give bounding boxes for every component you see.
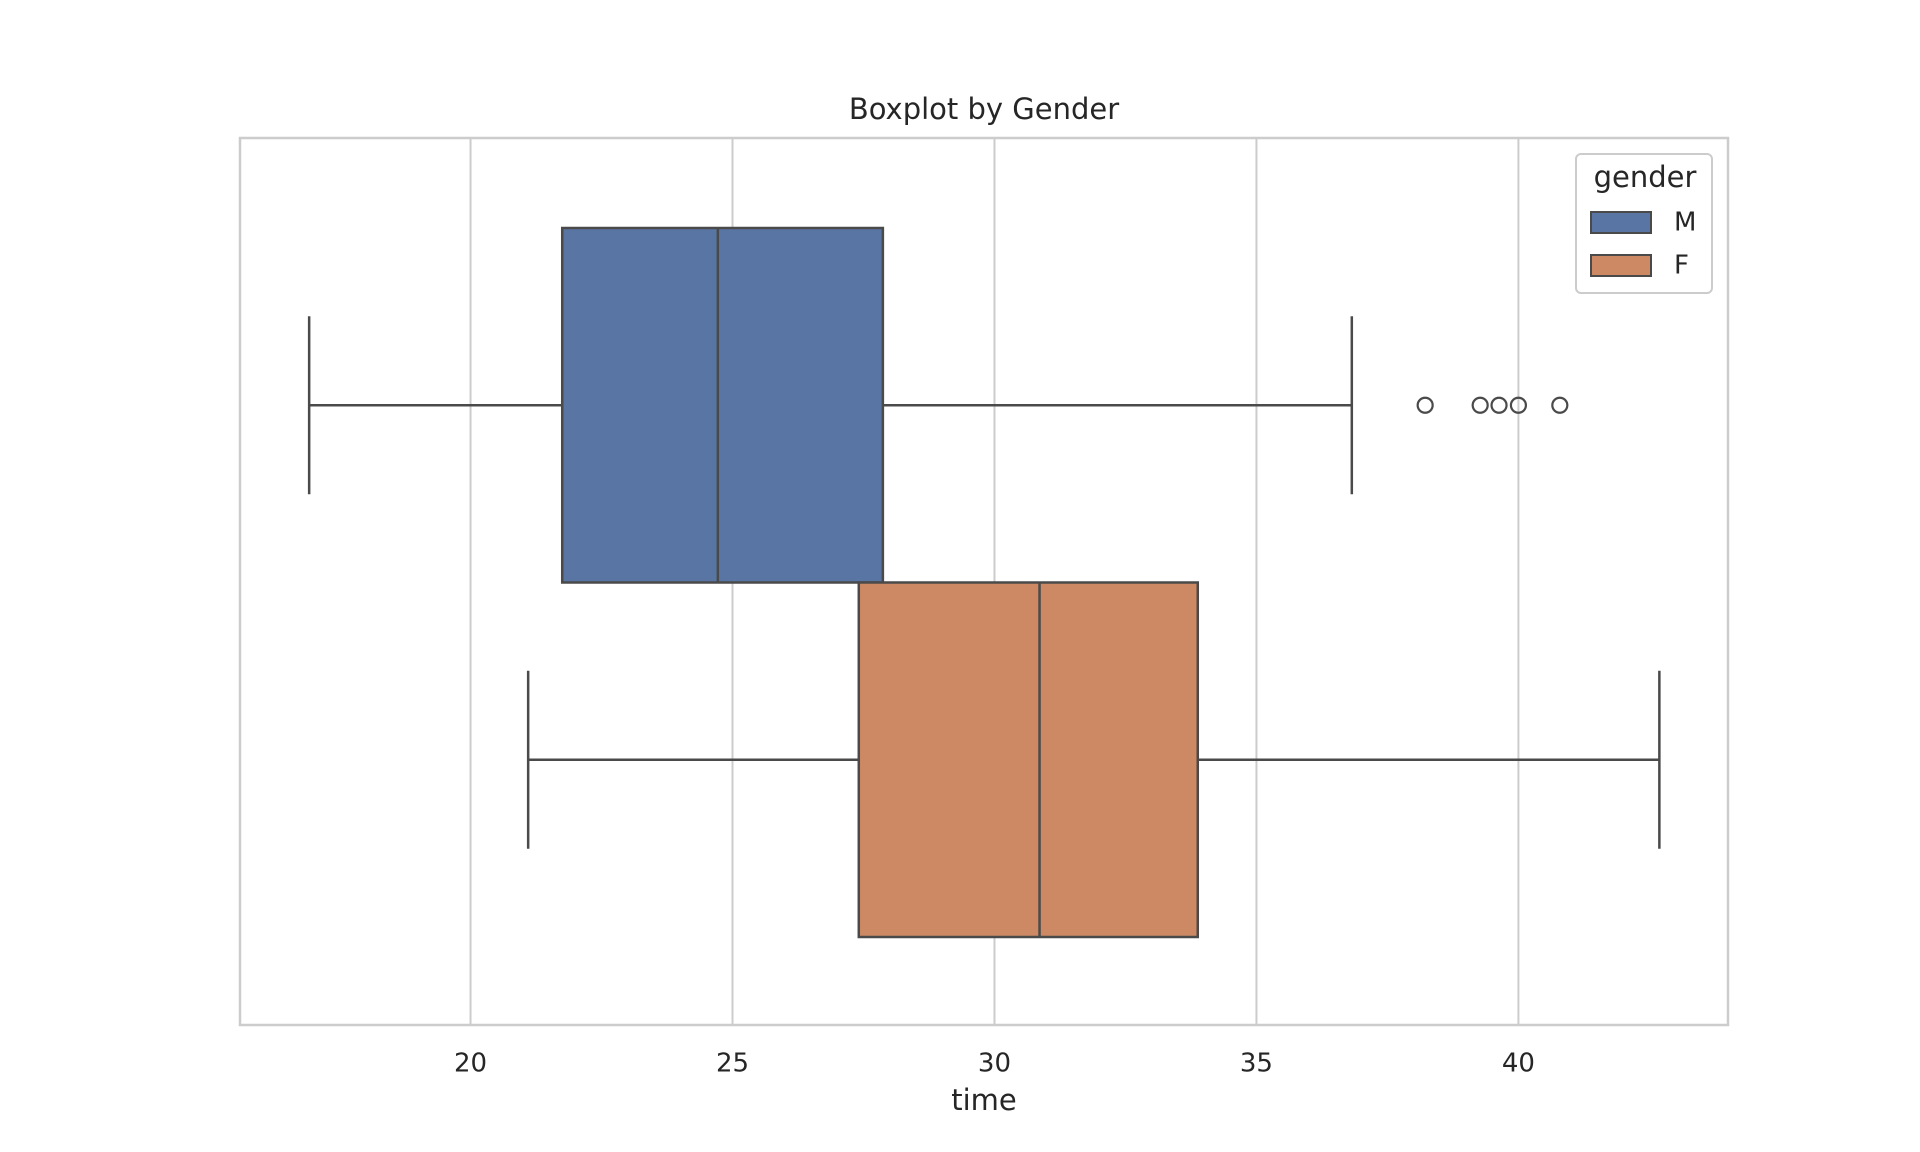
box [857,581,1200,939]
legend-swatch [1590,254,1652,277]
x-tick-label: 30 [978,1049,1011,1079]
legend-label: F [1674,251,1689,281]
legend-swatch [1590,211,1652,234]
legend-label: M [1674,208,1696,238]
x-tick-label: 40 [1502,1049,1535,1079]
x-axis-label: time [951,1083,1017,1117]
outlier [1416,396,1434,414]
x-tick-label: 20 [454,1049,487,1079]
outlier [1509,396,1528,414]
x-tick-label: 35 [1240,1049,1273,1079]
outlier [1490,396,1508,414]
x-tick-label: 25 [716,1049,749,1079]
chart-title: Boxplot by Gender [849,92,1119,126]
outlier [1551,396,1569,414]
legend-title: gender [1594,160,1697,194]
box [560,226,885,584]
plot-frame [238,136,1730,1027]
outlier [1471,396,1489,414]
